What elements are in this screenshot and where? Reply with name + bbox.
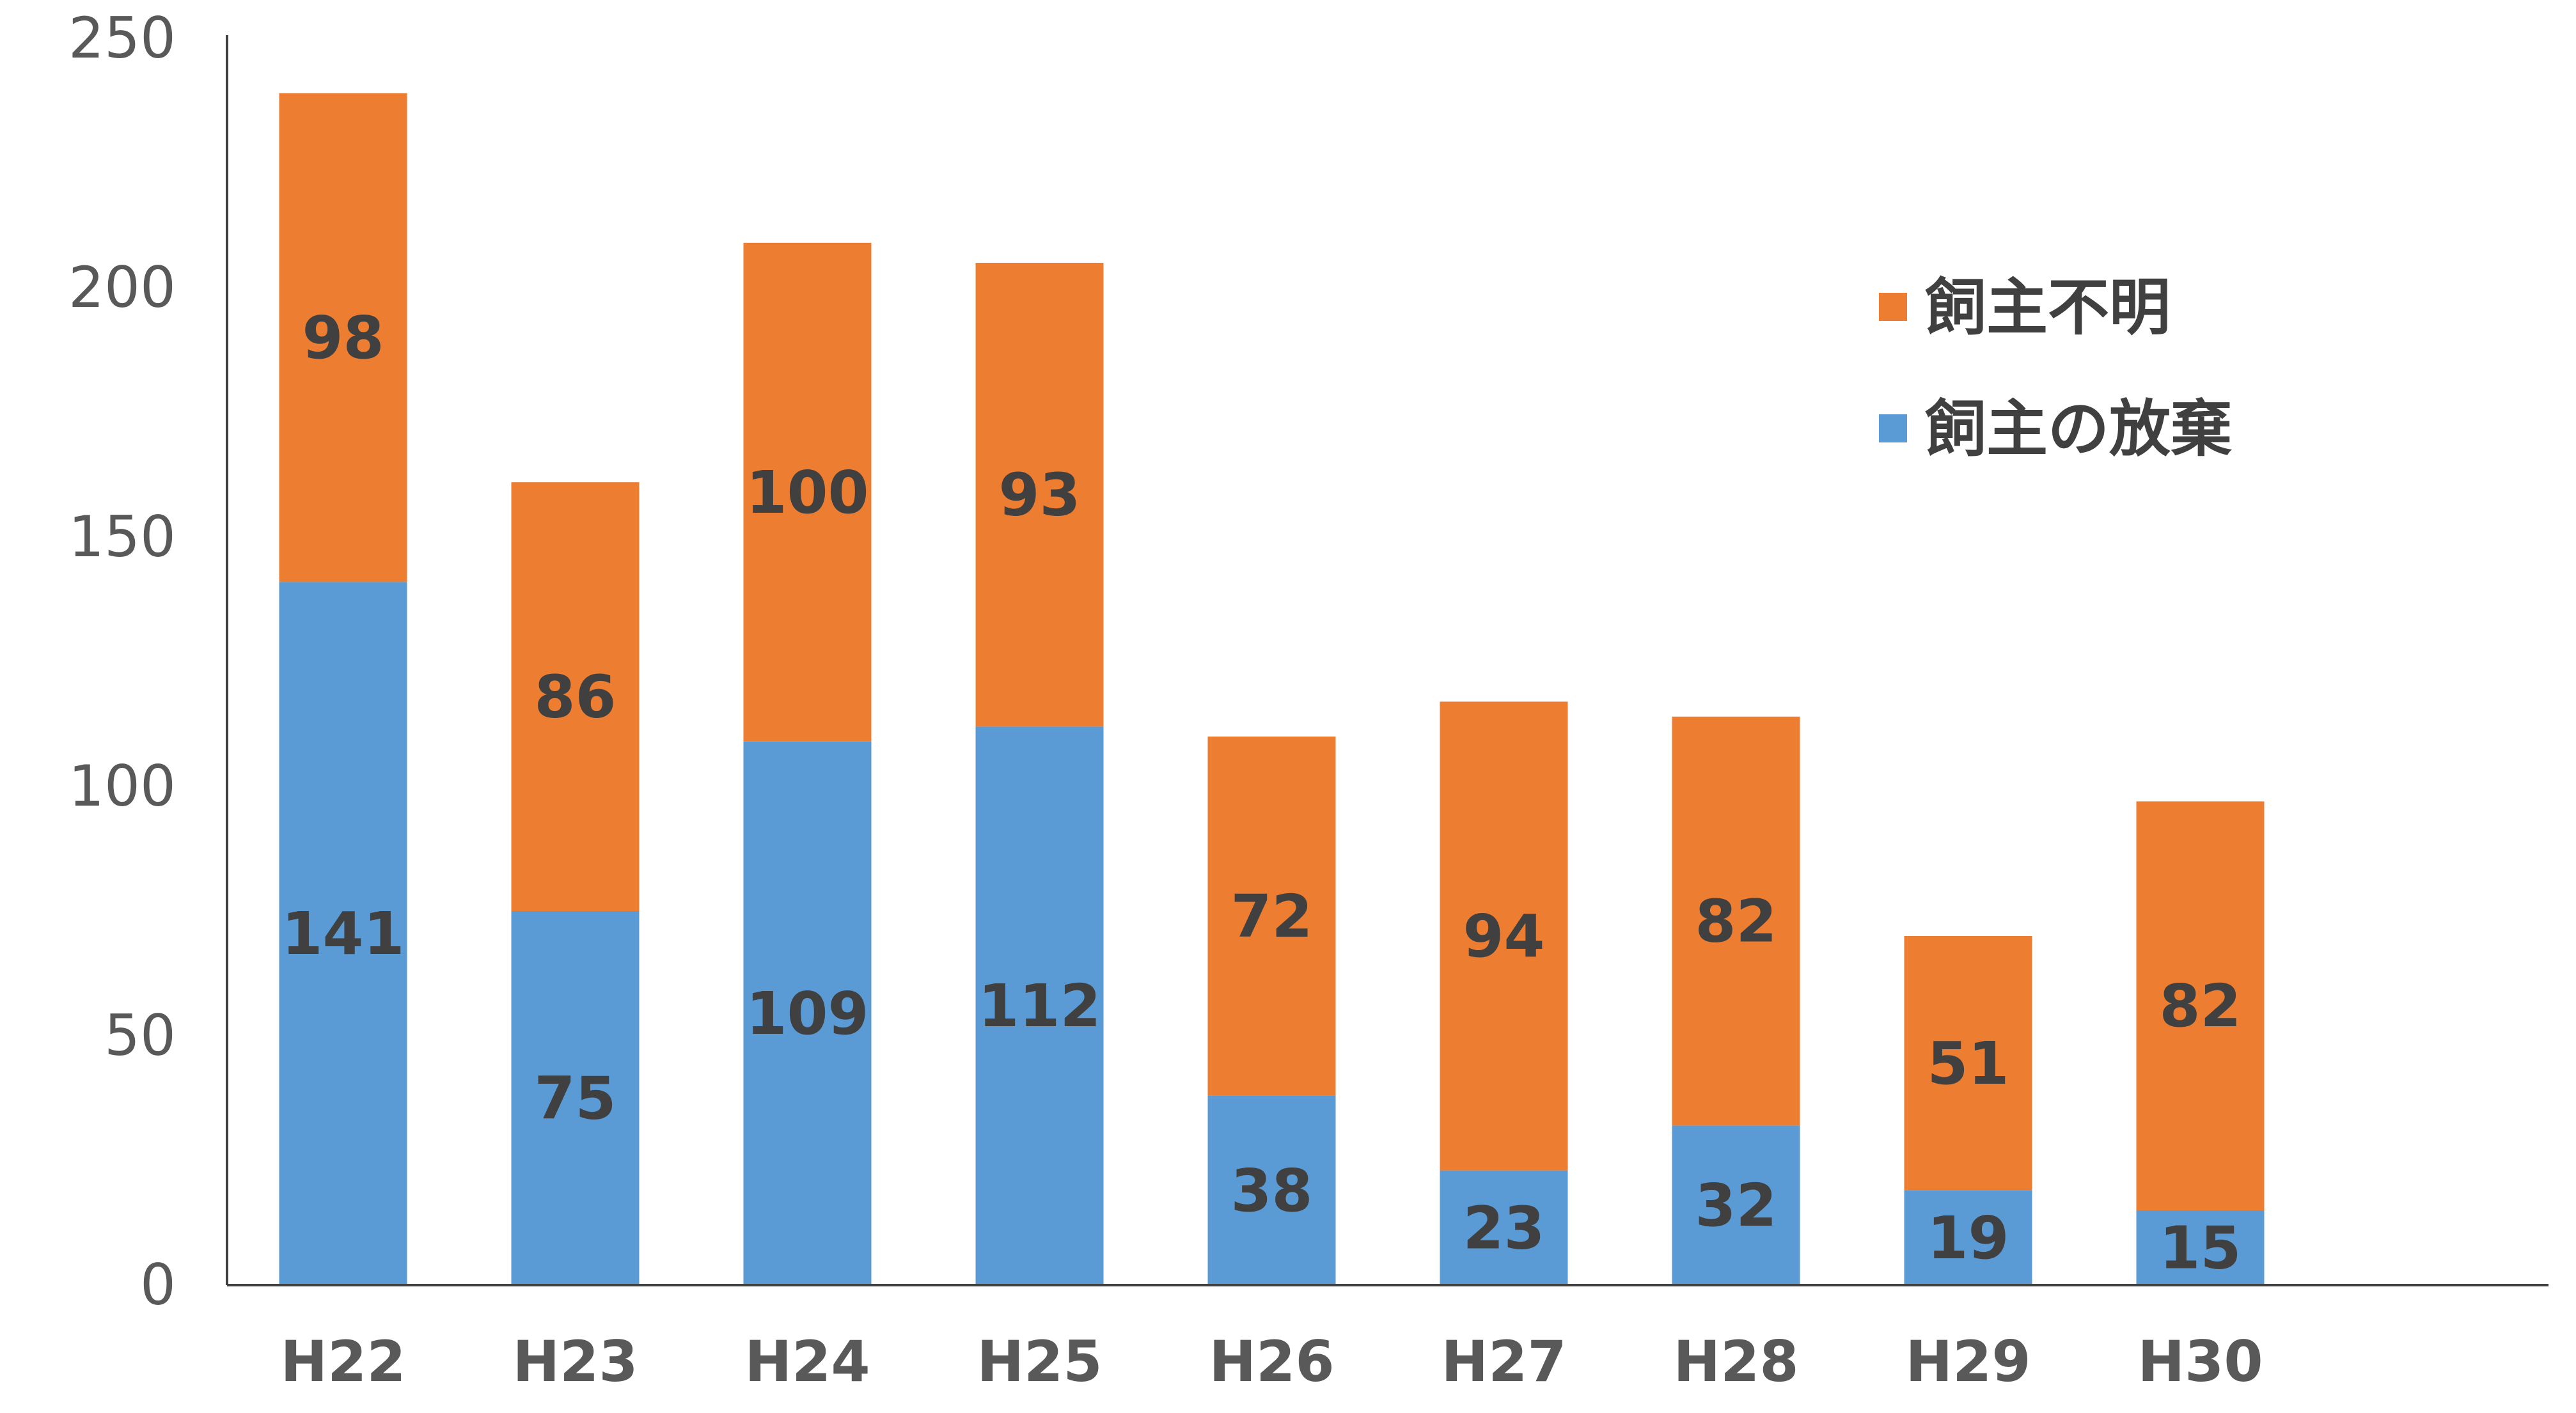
data-label: 112 bbox=[978, 972, 1101, 1040]
bar-segment bbox=[1440, 1170, 1568, 1285]
x-tick-label: H26 bbox=[1209, 1329, 1334, 1394]
bar-segment bbox=[743, 741, 872, 1285]
data-label: 23 bbox=[1463, 1194, 1544, 1262]
x-tick-label: H24 bbox=[744, 1329, 870, 1394]
x-tick-label: H27 bbox=[1441, 1329, 1566, 1394]
bar-segment bbox=[1207, 1095, 1336, 1285]
data-label: 72 bbox=[1230, 882, 1312, 951]
bar-segment bbox=[279, 582, 407, 1286]
data-label: 82 bbox=[1695, 887, 1777, 956]
bar-segment bbox=[1440, 701, 1568, 1171]
data-label: 15 bbox=[2159, 1214, 2241, 1283]
x-tick-label: H28 bbox=[1673, 1329, 1798, 1394]
bar-segment bbox=[511, 911, 640, 1285]
y-axis-tick-labels: 0 50 100 150 200 250 bbox=[68, 5, 176, 1318]
bar-segment bbox=[1904, 936, 2032, 1191]
x-tick-label: H29 bbox=[1905, 1329, 2030, 1394]
data-label: 38 bbox=[1230, 1157, 1312, 1225]
x-tick-label: H30 bbox=[2137, 1329, 2263, 1394]
legend-swatch bbox=[1879, 414, 1907, 442]
bar-segment bbox=[975, 263, 1104, 727]
x-tick-label: H23 bbox=[512, 1329, 638, 1394]
y-tick-label: 50 bbox=[104, 1003, 176, 1068]
data-label: 100 bbox=[746, 458, 868, 527]
data-label: 32 bbox=[1695, 1171, 1777, 1240]
data-label: 19 bbox=[1927, 1204, 2009, 1272]
bar-segment bbox=[2136, 801, 2265, 1210]
data-label: 93 bbox=[998, 461, 1080, 529]
y-tick-label: 150 bbox=[68, 504, 176, 570]
data-label: 141 bbox=[281, 900, 404, 968]
data-label: 94 bbox=[1463, 902, 1544, 971]
bar-segment bbox=[1207, 737, 1336, 1096]
bar-segment bbox=[279, 93, 407, 582]
data-label: 51 bbox=[1927, 1029, 2009, 1098]
axes bbox=[226, 35, 2549, 1286]
x-tick-label: H22 bbox=[280, 1329, 405, 1394]
y-tick-label: 0 bbox=[140, 1252, 176, 1318]
y-tick-label: 100 bbox=[68, 753, 176, 819]
legend-label: 飼主不明 bbox=[1925, 272, 2171, 343]
y-tick-label: 250 bbox=[68, 5, 176, 71]
bar-segment bbox=[975, 726, 1104, 1285]
bar-segment bbox=[511, 482, 640, 911]
data-labels: 141 98 75 86 109 100 112 93 38 72 23 94 32 82 19 51 15 82 bbox=[281, 304, 2241, 1283]
legend-label: 飼主の放棄 bbox=[1925, 393, 2232, 465]
bar-segment bbox=[743, 242, 872, 742]
x-axis-tick-labels: H22 H23 H24 H25 H26 H27 H28 H29 H30 bbox=[280, 1329, 2263, 1394]
bars bbox=[279, 93, 2265, 1286]
data-label: 109 bbox=[746, 980, 868, 1048]
y-tick-label: 200 bbox=[68, 254, 176, 320]
data-label: 75 bbox=[534, 1065, 616, 1133]
legend-swatch bbox=[1879, 293, 1907, 321]
data-label: 82 bbox=[2159, 972, 2241, 1040]
data-label: 86 bbox=[534, 663, 616, 731]
bar-segment bbox=[2136, 1210, 2265, 1285]
data-label: 98 bbox=[302, 304, 384, 372]
bar-segment bbox=[1904, 1190, 2032, 1285]
bar-segment bbox=[1672, 1125, 1800, 1285]
bar-segment bbox=[1672, 716, 1800, 1126]
x-tick-label: H25 bbox=[977, 1329, 1102, 1394]
